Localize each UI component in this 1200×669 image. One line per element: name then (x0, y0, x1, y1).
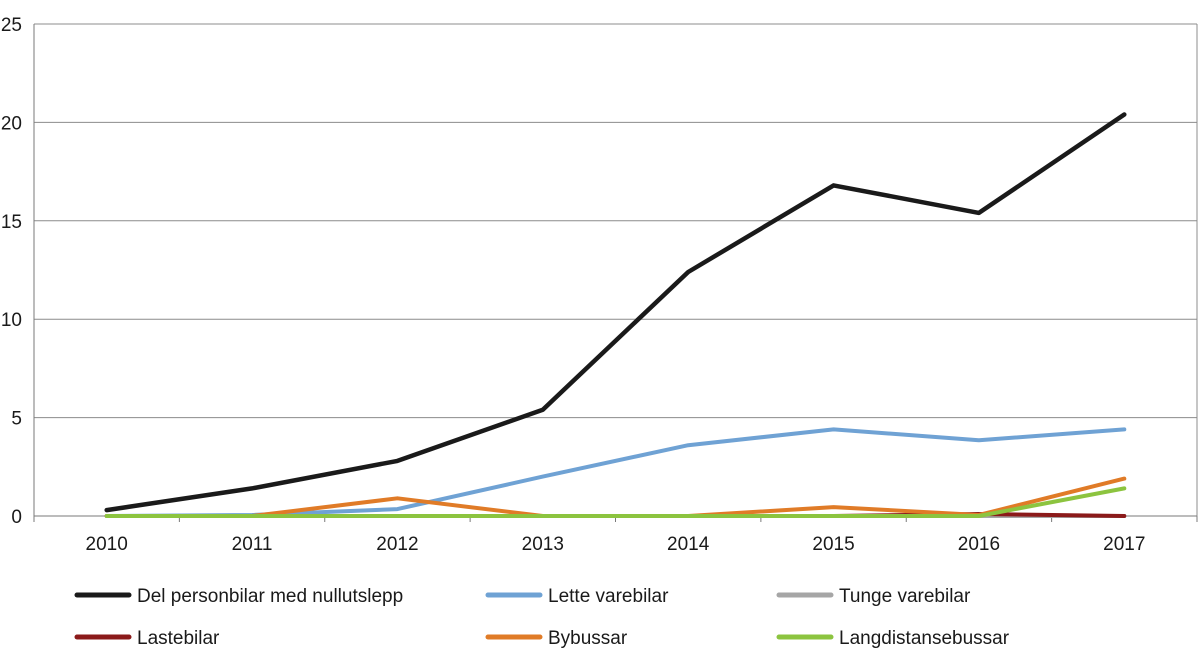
y-tick-label: 20 (1, 113, 22, 134)
legend-item-tunge-varebilar: Tunge varebilar (776, 586, 971, 607)
x-tick-label: 2012 (376, 534, 418, 555)
y-tick-label: 5 (11, 409, 22, 430)
legend-label: Tunge varebilar (839, 586, 971, 607)
legend-label: Lastebilar (137, 628, 220, 649)
x-tick-label: 2011 (232, 534, 273, 555)
x-tick-label: 2010 (86, 534, 128, 555)
x-tick-label: 2014 (667, 534, 710, 555)
axes: 0 5 10 15 20 25 2010 2011 2012 2013 2014 2015 2016 20… (1, 15, 1198, 555)
legend-label: Lette varebilar (548, 586, 669, 607)
y-tick-label: 0 (11, 507, 22, 528)
x-tick-label: 2015 (812, 534, 854, 555)
legend-label: Langdistansebussar (839, 628, 1010, 649)
legend-item-langdistansebussar: Langdistansebussar (776, 628, 1010, 649)
x-tick-label: 2017 (1103, 534, 1145, 555)
grid (34, 23, 1198, 516)
series-line-bybussar (104, 476, 1127, 518)
legend: Del personbilar med nullutslepp Lette var… (74, 586, 1010, 649)
y-tick-label: 25 (1, 15, 22, 36)
legend-item-del-personbilar-med-nullutslepp: Del personbilar med nullutslepp (74, 586, 403, 607)
series-line-langdistansebussar (104, 486, 1127, 518)
legend-item-bybussar: Bybussar (485, 628, 628, 649)
y-tick-label: 10 (1, 310, 22, 331)
legend-item-lette-varebilar: Lette varebilar (485, 586, 669, 607)
series-line-lette-varebilar (104, 427, 1127, 518)
x-tick-label: 2013 (522, 534, 564, 555)
x-tick-label: 2016 (958, 534, 1000, 555)
series-line-del-personbilar-med-nullutslepp (104, 112, 1127, 513)
legend-label: Bybussar (548, 628, 628, 649)
series-lines (104, 112, 1127, 518)
y-tick-label: 15 (1, 212, 22, 233)
legend-item-lastebilar: Lastebilar (74, 628, 220, 649)
legend-label: Del personbilar med nullutslepp (137, 586, 403, 607)
